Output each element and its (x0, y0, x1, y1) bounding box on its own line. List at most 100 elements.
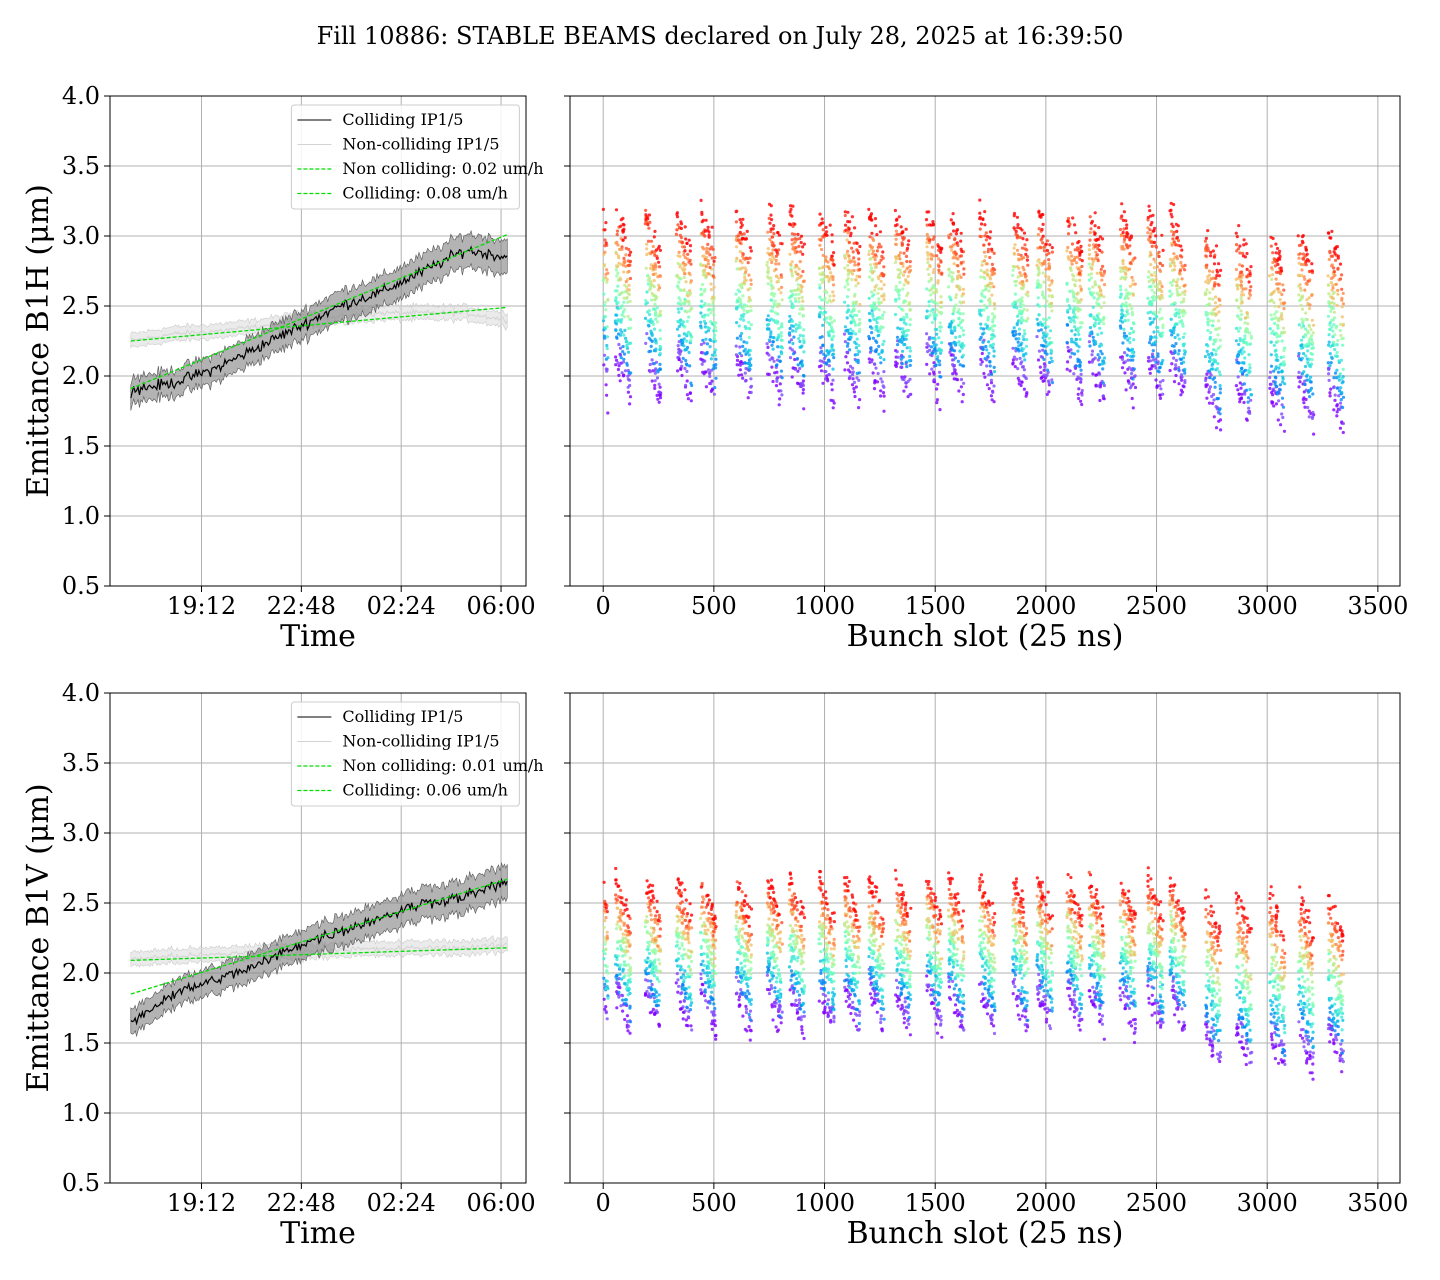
scatter-point (827, 334, 831, 338)
scatter-point (1072, 372, 1076, 376)
scatter-point (654, 1009, 659, 1013)
scatter-point (1282, 360, 1286, 364)
scatter-point (1080, 402, 1084, 407)
scatter-point (902, 273, 906, 277)
scatter-point (876, 371, 880, 376)
scatter-point (992, 400, 996, 404)
scatter-point (1306, 360, 1310, 364)
scatter-point (1329, 387, 1333, 391)
scatter-point (658, 934, 662, 938)
scatter-point (1208, 385, 1213, 389)
scatter-point (704, 337, 708, 341)
scatter-point (1099, 267, 1103, 271)
scatter-point (1304, 334, 1308, 338)
scatter-point (992, 285, 996, 289)
scatter-point (1273, 349, 1277, 353)
scatter-point (980, 299, 984, 303)
scatter-point (1077, 272, 1081, 276)
scatter-point (1341, 367, 1345, 371)
scatter-point (872, 317, 876, 321)
scatter-point (645, 930, 649, 934)
scatter-point (850, 272, 855, 276)
scatter-point (1075, 261, 1079, 265)
scatter-point (873, 288, 877, 292)
scatter-point (1214, 338, 1218, 342)
scatter-point (960, 346, 964, 350)
scatter-point (1207, 387, 1211, 391)
scatter-point (875, 249, 880, 253)
scatter-point (1011, 346, 1015, 350)
scatter-point (894, 237, 898, 241)
scatter-point (708, 247, 712, 251)
scatter-point (1338, 426, 1342, 430)
scatter-point (1327, 378, 1331, 382)
scatter-point (1132, 330, 1136, 334)
scatter-point (1123, 319, 1127, 323)
scatter-point (1302, 275, 1306, 279)
scatter-point (897, 215, 901, 219)
scatter-point (1210, 353, 1214, 357)
scatter-point (957, 323, 961, 327)
scatter-point (982, 327, 986, 331)
scatter-point (646, 323, 651, 327)
scatter-point (792, 288, 796, 293)
scatter-point (846, 210, 850, 214)
scatter-point (652, 327, 657, 331)
y-tick-label: 1.0 (62, 1099, 100, 1127)
scatter-point (777, 302, 781, 306)
scatter-point (1077, 387, 1081, 391)
scatter-point (677, 324, 681, 329)
scatter-point (736, 288, 740, 292)
legend-entry: Non colliding: 0.01 um/h (342, 756, 543, 775)
scatter-point (1239, 280, 1243, 284)
scatter-point (832, 334, 836, 338)
scatter-point (1248, 363, 1252, 367)
scatter-point (869, 348, 873, 353)
scatter-point (851, 250, 855, 254)
scatter-point (1036, 358, 1041, 362)
scatter-point (979, 357, 983, 362)
scatter-point (1247, 296, 1251, 300)
scatter-point (986, 283, 990, 287)
scatter-point (1013, 365, 1017, 369)
scatter-point (1179, 244, 1183, 248)
scatter-point (1180, 378, 1184, 382)
scatter-point (925, 332, 929, 336)
scatter-point (1153, 270, 1157, 275)
scatter-point (1172, 278, 1176, 282)
scatter-point (628, 1020, 633, 1024)
scatter-point (1243, 334, 1247, 338)
b1h-time-panel: 0.51.01.52.02.53.03.54.019:12 22:48 02:24 0… (21, 82, 544, 654)
scatter-point (871, 314, 875, 318)
scatter-point (985, 383, 990, 387)
scatter-point (947, 236, 951, 240)
scatter-point (1310, 293, 1314, 297)
scatter-point (824, 255, 828, 259)
scatter-point (982, 259, 987, 263)
scatter-point (1017, 327, 1022, 331)
scatter-point (872, 387, 877, 391)
scatter-point (624, 945, 629, 949)
scatter-point (1049, 356, 1053, 360)
scatter-point (940, 341, 944, 345)
scatter-point (1099, 343, 1104, 347)
scatter-point (685, 310, 689, 314)
scatter-point (1090, 267, 1094, 271)
scatter-point (848, 364, 853, 368)
scatter-point (829, 271, 833, 275)
scatter-point (689, 339, 693, 343)
scatter-point (1332, 385, 1336, 389)
scatter-point (992, 384, 996, 388)
scatter-point (1326, 314, 1330, 318)
scatter-point (1089, 276, 1093, 280)
scatter-point (1154, 378, 1158, 382)
scatter-point (1011, 268, 1015, 272)
scatter-point (700, 299, 704, 303)
scatter-point (649, 918, 654, 922)
scatter-point (938, 321, 942, 325)
scatter-point (605, 346, 609, 351)
scatter-point (1158, 307, 1162, 311)
scatter-point (1047, 390, 1051, 394)
scatter-point (709, 311, 713, 315)
scatter-point (1150, 302, 1154, 306)
